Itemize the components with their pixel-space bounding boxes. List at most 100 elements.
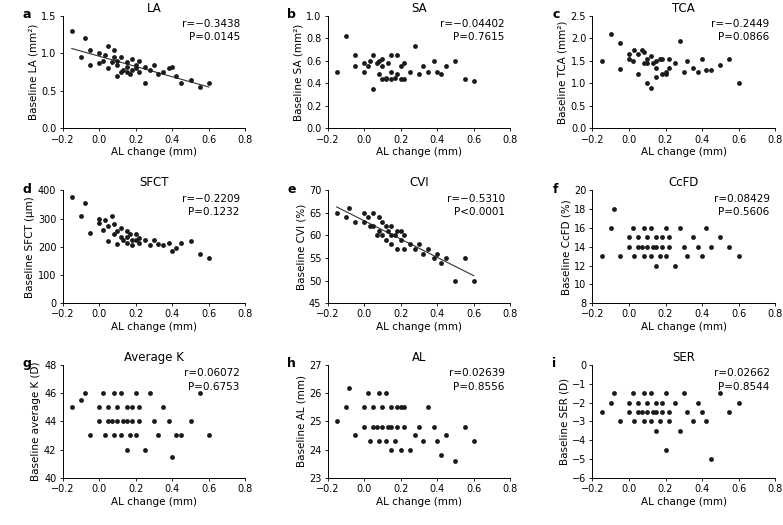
Point: [184, 417, 197, 426]
Point: [162, 417, 175, 426]
Point: [96, 57, 109, 65]
Point: [93, 218, 106, 227]
Point: [659, 389, 672, 397]
Point: [115, 224, 128, 233]
Point: [102, 403, 114, 412]
Point: [677, 389, 690, 397]
Point: [391, 403, 403, 412]
Point: [705, 243, 717, 251]
Point: [696, 55, 709, 63]
Point: [96, 226, 109, 234]
Point: [389, 232, 402, 240]
Point: [687, 233, 699, 242]
Point: [107, 432, 120, 440]
Point: [129, 432, 142, 440]
Point: [692, 68, 705, 76]
Point: [385, 232, 398, 240]
Point: [655, 243, 668, 251]
Point: [362, 213, 374, 222]
Point: [385, 75, 398, 83]
Point: [467, 276, 480, 285]
Point: [107, 220, 120, 228]
Point: [659, 68, 672, 76]
Point: [370, 423, 383, 431]
Point: [373, 70, 385, 79]
Point: [632, 408, 644, 416]
Point: [714, 389, 727, 397]
Point: [380, 236, 392, 244]
Point: [595, 408, 608, 416]
Point: [139, 62, 151, 71]
Point: [340, 213, 352, 222]
Text: r=−0.2209
P=0.1232: r=−0.2209 P=0.1232: [182, 194, 240, 217]
Point: [330, 209, 343, 217]
Point: [428, 57, 440, 65]
Point: [637, 389, 650, 397]
Point: [440, 254, 453, 262]
Point: [129, 236, 142, 244]
Point: [111, 417, 124, 426]
Point: [622, 398, 635, 407]
Point: [99, 50, 111, 59]
Point: [395, 403, 407, 412]
X-axis label: AL change (mm): AL change (mm): [640, 322, 727, 332]
Point: [121, 445, 133, 454]
Point: [115, 233, 128, 241]
Point: [144, 66, 157, 74]
Point: [381, 59, 394, 67]
Point: [705, 66, 717, 74]
Point: [385, 240, 398, 249]
Point: [367, 403, 380, 412]
Point: [121, 58, 133, 67]
Point: [644, 389, 657, 397]
Point: [641, 59, 654, 67]
Point: [107, 389, 120, 397]
Point: [115, 389, 128, 397]
Point: [193, 83, 206, 91]
Point: [435, 70, 447, 79]
Point: [367, 85, 380, 93]
Point: [650, 243, 662, 251]
Point: [133, 238, 146, 247]
Point: [422, 245, 435, 253]
Point: [692, 398, 705, 407]
Point: [367, 423, 380, 431]
Point: [124, 230, 136, 238]
Point: [595, 57, 608, 65]
Point: [732, 252, 745, 260]
Point: [117, 66, 129, 74]
Point: [121, 62, 133, 71]
Y-axis label: Baseline TCA (mm²): Baseline TCA (mm²): [558, 20, 568, 124]
Text: e: e: [287, 183, 296, 195]
Point: [641, 55, 654, 63]
Point: [681, 252, 694, 260]
Title: Average K: Average K: [124, 351, 184, 364]
Point: [330, 68, 343, 76]
Point: [129, 60, 142, 69]
Point: [385, 222, 398, 230]
Title: SFCT: SFCT: [139, 176, 169, 189]
Point: [133, 403, 146, 412]
Point: [340, 403, 352, 412]
Point: [121, 233, 133, 241]
Point: [654, 252, 666, 260]
Point: [129, 389, 142, 397]
X-axis label: AL change (mm): AL change (mm): [376, 497, 462, 507]
Point: [144, 241, 157, 249]
Point: [637, 48, 650, 56]
X-axis label: AL change (mm): AL change (mm): [111, 322, 197, 332]
Point: [458, 254, 471, 262]
Point: [358, 68, 370, 76]
Point: [663, 243, 676, 251]
Point: [650, 233, 662, 242]
Point: [705, 455, 717, 463]
Point: [428, 254, 440, 262]
Point: [115, 53, 128, 61]
Point: [650, 261, 662, 270]
Point: [723, 408, 736, 416]
Point: [674, 427, 687, 435]
Point: [395, 75, 407, 83]
Point: [395, 62, 407, 71]
Point: [669, 261, 681, 270]
Point: [692, 243, 705, 251]
